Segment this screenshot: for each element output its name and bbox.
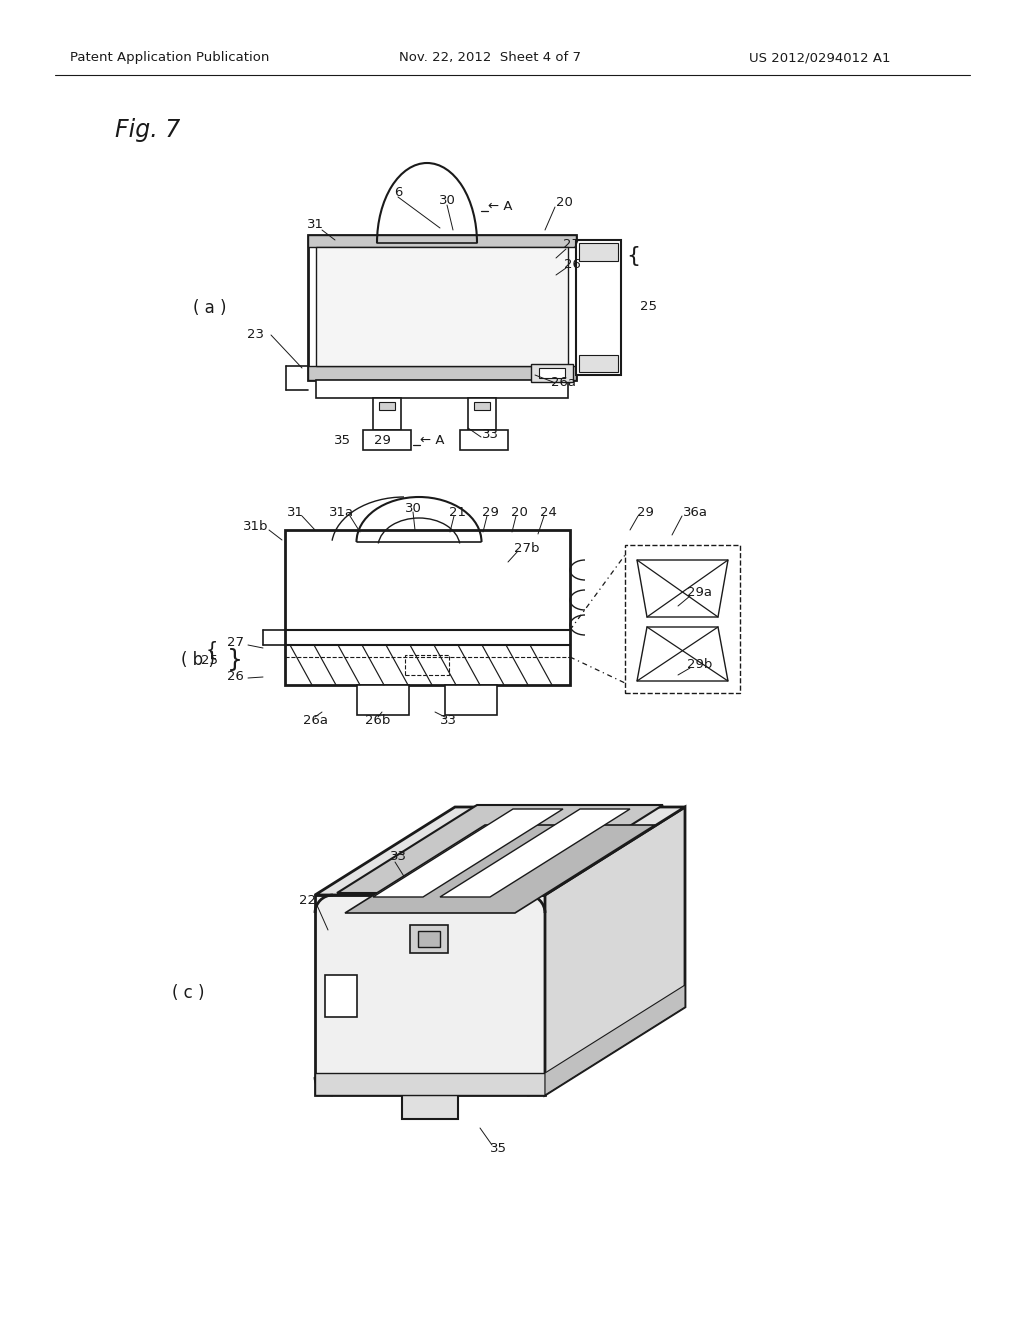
Polygon shape (373, 809, 563, 898)
Text: 34: 34 (521, 850, 539, 863)
Bar (325, 975, 357, 1016)
Bar (579, 243, 618, 261)
Bar (402, 1096, 458, 1119)
Text: 20: 20 (452, 846, 468, 858)
Text: ( c ): ( c ) (172, 983, 204, 1002)
Text: 31b: 31b (243, 520, 268, 533)
Text: 21: 21 (449, 506, 466, 519)
Bar (445, 685, 497, 715)
Text: 33: 33 (439, 714, 457, 726)
Bar (308, 235, 575, 380)
Text: 26: 26 (563, 257, 581, 271)
Text: 30: 30 (404, 502, 422, 515)
Text: 25: 25 (640, 301, 657, 314)
Bar (315, 895, 545, 1096)
Text: 31: 31 (287, 506, 303, 519)
Text: 35: 35 (334, 433, 350, 446)
Text: 29: 29 (637, 506, 653, 519)
Text: 31: 31 (306, 219, 324, 231)
Polygon shape (440, 809, 630, 898)
Text: 27: 27 (563, 239, 581, 252)
Bar (539, 368, 565, 378)
Text: ( a ): ( a ) (194, 300, 226, 317)
Polygon shape (545, 807, 685, 1096)
Bar (379, 403, 395, 411)
Text: 31a: 31a (330, 506, 354, 519)
Text: 6: 6 (394, 186, 402, 198)
Text: 33: 33 (481, 429, 499, 441)
Bar (357, 685, 409, 715)
Text: 33: 33 (389, 850, 407, 863)
Text: ( b ): ( b ) (181, 651, 215, 669)
Text: 20: 20 (511, 506, 527, 519)
Text: 35: 35 (489, 1142, 507, 1155)
Text: Fig. 7: Fig. 7 (116, 117, 180, 143)
Text: 36a: 36a (683, 506, 708, 519)
Text: Patent Application Publication: Patent Application Publication (71, 51, 269, 65)
Bar (474, 403, 490, 411)
Text: 29b: 29b (687, 659, 713, 672)
Text: 26a: 26a (552, 375, 577, 388)
Bar (308, 366, 575, 380)
Text: 30: 30 (438, 194, 456, 206)
Text: US 2012/0294012 A1: US 2012/0294012 A1 (750, 51, 891, 65)
Bar (531, 364, 573, 381)
Text: ← A: ← A (420, 434, 444, 447)
Text: 25: 25 (201, 653, 218, 667)
Polygon shape (637, 627, 728, 681)
Polygon shape (337, 805, 663, 894)
Bar (316, 247, 568, 366)
Text: 29: 29 (481, 506, 499, 519)
Bar (308, 235, 575, 247)
Bar (468, 399, 496, 430)
Text: 24: 24 (540, 506, 556, 519)
Bar (373, 399, 401, 430)
Bar (316, 380, 568, 399)
Bar (362, 430, 411, 450)
Text: }: } (227, 648, 243, 672)
Bar (285, 531, 570, 685)
Text: {: { (626, 246, 640, 267)
Polygon shape (345, 825, 655, 913)
Polygon shape (545, 985, 685, 1096)
Text: 26: 26 (226, 671, 244, 684)
Text: ← A: ← A (488, 201, 512, 214)
Text: 29: 29 (374, 433, 390, 446)
Bar (625, 545, 740, 693)
Bar (460, 430, 508, 450)
Bar (418, 931, 440, 946)
Bar (406, 655, 449, 675)
Text: 26b: 26b (366, 714, 391, 726)
Text: 20: 20 (556, 195, 572, 209)
Text: 26a: 26a (302, 714, 328, 726)
Text: 27: 27 (226, 636, 244, 649)
Polygon shape (315, 807, 685, 895)
Text: 27b: 27b (514, 541, 540, 554)
Text: Nov. 22, 2012  Sheet 4 of 7: Nov. 22, 2012 Sheet 4 of 7 (399, 51, 581, 65)
Bar (575, 240, 621, 375)
Text: 29a: 29a (687, 586, 713, 599)
Text: {: { (206, 640, 218, 660)
Bar (315, 1073, 545, 1096)
Text: 23: 23 (247, 329, 263, 342)
Bar (579, 355, 618, 372)
Text: 22: 22 (299, 894, 315, 907)
Polygon shape (637, 560, 728, 616)
Bar (410, 925, 449, 953)
